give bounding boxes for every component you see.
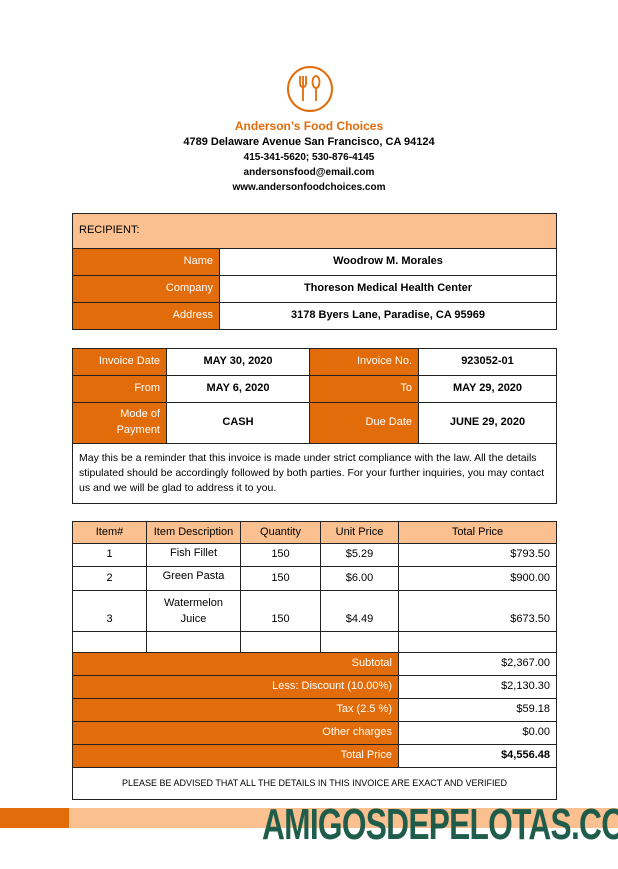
empty-cell	[398, 631, 557, 653]
footer-note: PLEASE BE ADVISED THAT ALL THE DETAILS I…	[72, 767, 557, 800]
summary-label: Total Price	[72, 744, 399, 768]
item-cell: $673.50	[398, 590, 557, 632]
info-label: Invoice No.	[309, 348, 419, 376]
empty-cell	[72, 631, 147, 653]
summary-value: $59.18	[398, 698, 557, 722]
column-header: Total Price	[398, 521, 557, 544]
item-cell: Green Pasta	[146, 566, 241, 591]
item-cell: Watermelon Juice	[146, 590, 241, 632]
item-cell: $793.50	[398, 543, 557, 567]
info-value: MAY 30, 2020	[166, 348, 310, 376]
item-cell: 150	[240, 590, 321, 632]
company-name: Anderson’s Food Choices	[234, 119, 384, 133]
recipient-value: Woodrow M. Morales	[219, 248, 557, 276]
empty-cell	[240, 631, 321, 653]
column-header: Unit Price	[320, 521, 399, 544]
note: May this be a reminder that this invoice…	[72, 443, 557, 504]
info-value: JUNE 29, 2020	[418, 402, 557, 444]
empty-cell	[146, 631, 241, 653]
info-label: Due Date	[309, 402, 419, 444]
website: www.andersonfoodchoices.com	[232, 182, 386, 193]
item-cell: $4.49	[320, 590, 399, 632]
info-label: To	[309, 375, 419, 403]
empty-cell	[320, 631, 399, 653]
watermark: AMIGOSDEPELOTAS.COM	[262, 800, 618, 849]
summary-value: $2,367.00	[398, 652, 557, 676]
summary-label: Subtotal	[72, 652, 399, 676]
bar-light	[69, 808, 618, 828]
recipient-title: RECIPIENT:	[72, 213, 557, 249]
item-cell: $6.00	[320, 566, 399, 591]
item-cell: 150	[240, 566, 321, 591]
info-label: Mode of Payment	[72, 402, 167, 444]
logo	[287, 66, 333, 112]
recipient-label: Name	[72, 248, 220, 276]
email: andersonsfood@email.com	[243, 167, 375, 178]
summary-label: Tax (2.5 %)	[72, 698, 399, 722]
phone: 415-341-5620; 530-876-4145	[243, 152, 375, 163]
info-value: MAY 29, 2020	[418, 375, 557, 403]
item-cell: $5.29	[320, 543, 399, 567]
column-header: Quantity	[240, 521, 321, 544]
item-cell: 150	[240, 543, 321, 567]
item-cell: 3	[72, 590, 147, 632]
summary-value: $0.00	[398, 721, 557, 745]
item-cell: $900.00	[398, 566, 557, 591]
recipient-label: Address	[72, 302, 220, 330]
summary-label: Less: Discount (10.00%)	[72, 675, 399, 699]
recipient-value: 3178 Byers Lane, Paradise, CA 95969	[219, 302, 557, 330]
column-header: Item#	[72, 521, 147, 544]
summary-value: $4,556.48	[398, 744, 557, 768]
bar-dark	[0, 808, 69, 828]
summary-value: $2,130.30	[398, 675, 557, 699]
item-cell: 2	[72, 566, 147, 591]
recipient-label: Company	[72, 275, 220, 303]
info-label: From	[72, 375, 167, 403]
summary-label: Other charges	[72, 721, 399, 745]
info-label: Invoice Date	[72, 348, 167, 376]
info-value: CASH	[166, 402, 310, 444]
info-value: MAY 6, 2020	[166, 375, 310, 403]
recipient-value: Thoreson Medical Health Center	[219, 275, 557, 303]
column-header: Item Description	[146, 521, 241, 544]
item-cell: 1	[72, 543, 147, 567]
info-value: 923052-01	[418, 348, 557, 376]
item-cell: Fish Fillet	[146, 543, 241, 567]
address: 4789 Delaware Avenue San Francisco, CA 9…	[183, 136, 435, 148]
